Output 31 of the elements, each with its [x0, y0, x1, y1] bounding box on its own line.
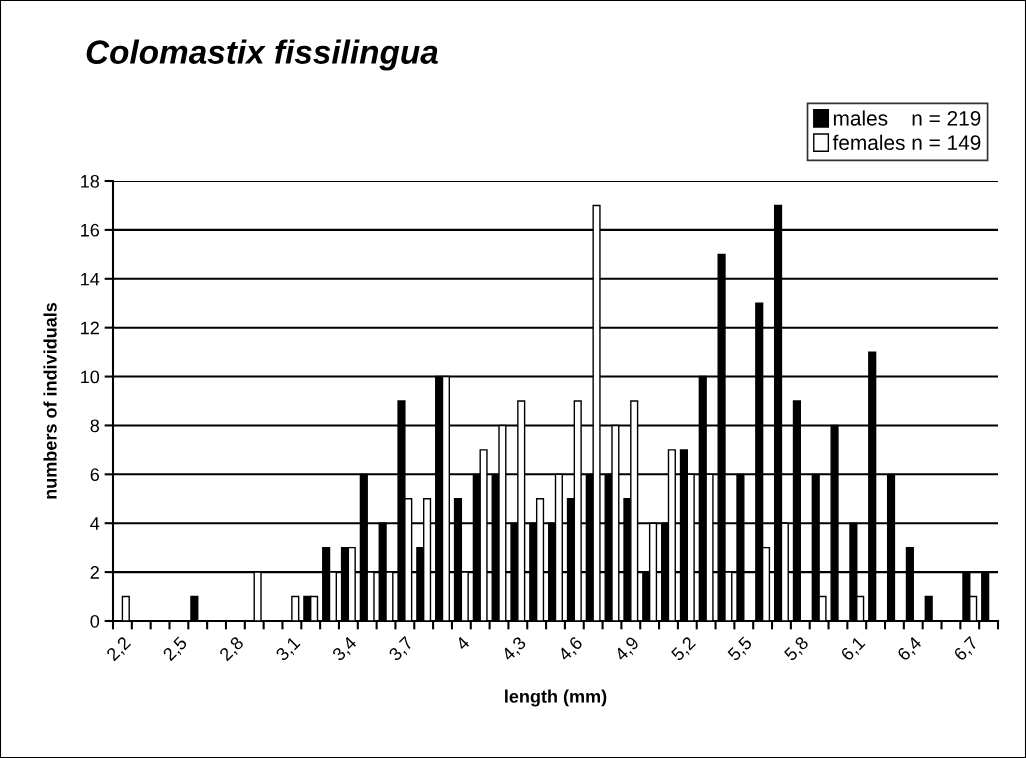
y-tick-label: 14 — [81, 272, 100, 286]
x-tick-label: 3,7 — [387, 635, 416, 664]
x-tick-label: 4,6 — [557, 635, 585, 664]
y-tick-label: 18 — [81, 174, 100, 188]
x-tick-label: 6,4 — [896, 635, 924, 663]
x-axis-title: length (mm) — [505, 689, 607, 707]
y-tick-label: 16 — [81, 223, 100, 237]
x-tick-label: 4,9 — [613, 635, 642, 664]
y-tick-label: 8 — [90, 419, 100, 433]
y-tick-label: 12 — [81, 321, 99, 335]
y-tick-label: 10 — [81, 370, 100, 384]
x-tick-label: 3,1 — [274, 635, 303, 664]
legend-label: males n = 219 — [833, 110, 981, 126]
x-tick-label: 2,8 — [218, 635, 246, 663]
chart-title: Colomastix fissilingua — [86, 39, 438, 71]
y-tick-label: 4 — [90, 517, 100, 530]
legend-label: females n = 149 — [832, 134, 981, 151]
x-tick-label: 5,8 — [783, 635, 811, 664]
y-tick-label: 0 — [90, 614, 100, 628]
x-tick-label: 4 — [455, 635, 471, 651]
x-tick-label: 6,1 — [840, 635, 868, 663]
x-tick-label: 5,5 — [727, 635, 755, 664]
x-tick-label: 3,4 — [331, 635, 359, 664]
x-tick-label: 2,5 — [162, 635, 190, 663]
y-tick-label: 6 — [90, 468, 100, 482]
y-axis-title: numbers of individuals — [43, 302, 57, 499]
y-tick-label: 2 — [90, 566, 99, 579]
x-tick-label: 4,3 — [500, 635, 529, 664]
x-tick-label: 6,7 — [952, 635, 980, 663]
x-tick-label: 2,2 — [105, 635, 133, 663]
x-tick-label: 5,2 — [670, 635, 698, 664]
